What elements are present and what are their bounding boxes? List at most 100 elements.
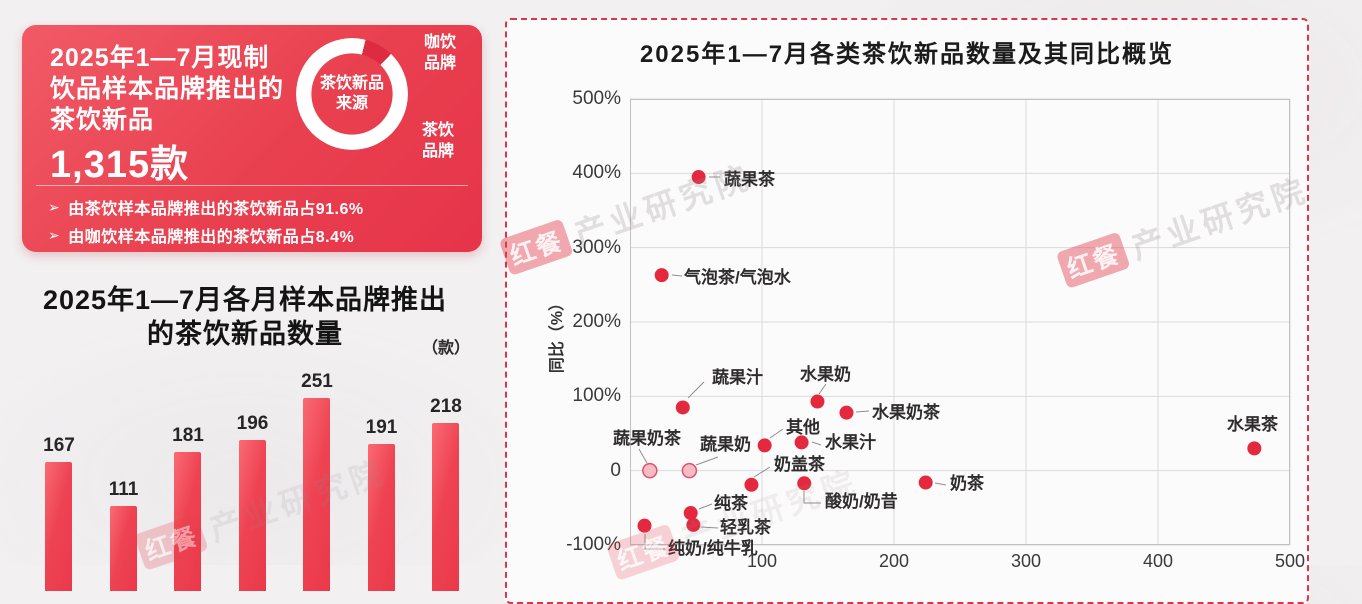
- scatter-point-label: 纯茶: [714, 493, 749, 513]
- leader-line: [818, 383, 827, 395]
- scatter-point-label: 奶盖茶: [774, 454, 826, 474]
- leader-line: [769, 428, 784, 439]
- divider: [36, 185, 468, 186]
- bar: [174, 451, 201, 591]
- donut-center-line: 来源: [335, 95, 368, 112]
- y-axis-title: 同比（%）: [549, 294, 566, 374]
- donut-chart: 茶饮新品 来源: [296, 38, 408, 150]
- leader-line: [687, 381, 705, 399]
- scatter-point: [637, 518, 652, 533]
- leader-line: [753, 466, 771, 478]
- scatter-point: [918, 475, 933, 490]
- scatter-plot-area: 蔬果茶气泡茶/气泡水 蔬果汁 水果奶水果奶茶其他 水果汁 蔬果奶茶 蔬果奶奶盖茶酸奶/奶昔…: [613, 98, 1291, 558]
- bar-value-label: 196: [236, 413, 269, 435]
- bar-value-label: 191: [365, 416, 398, 438]
- scatter-point: [642, 462, 658, 479]
- y-tick-label: 300%: [572, 236, 621, 258]
- leader-line: [638, 448, 648, 464]
- scatter-point-label: 其他: [786, 417, 820, 437]
- kpi-card-title: 2025年1—7月现制 饮品样本品牌推出的 茶饮新品: [50, 43, 284, 136]
- kpi-value: 1,315款: [50, 144, 190, 186]
- leader-line: [695, 456, 719, 466]
- scatter-point-label: 水果汁: [825, 432, 876, 452]
- leader-line: [855, 410, 870, 413]
- bar-value-label: 167: [43, 435, 75, 457]
- y-tick-label: 500%: [572, 88, 621, 109]
- scatter-point-label: 蔬果奶茶: [613, 428, 682, 448]
- kpi-title-line: 茶饮新品: [50, 106, 155, 134]
- bar-title-line: 的茶饮新品数量: [147, 319, 343, 349]
- bar: [432, 423, 459, 591]
- scatter-panel: 2025年1—7月各类茶饮新品数量及其同比概览 同比（%） 蔬果茶气泡茶/气泡水…: [505, 18, 1309, 604]
- bar-value-label: 218: [430, 396, 462, 418]
- scatter-point: [654, 268, 669, 283]
- x-tick-label: 200: [878, 551, 910, 571]
- bar: [45, 462, 72, 591]
- leader-line: [671, 274, 683, 277]
- y-tick-label: 200%: [572, 311, 621, 332]
- leader-line: [803, 491, 821, 504]
- bar-chart-unit-label: （款）: [422, 340, 471, 357]
- scatter-point: [744, 477, 759, 492]
- kpi-title-line: 2025年1—7月现制: [50, 44, 270, 72]
- leader-line: [934, 482, 947, 486]
- leader-line: [644, 534, 665, 550]
- bar-value-label: 251: [301, 370, 333, 392]
- x-tick-label: 400: [1142, 551, 1174, 571]
- donut-ring: [296, 38, 408, 150]
- scatter-title: 2025年1—7月各类茶饮新品数量及其同比概览: [639, 41, 1175, 68]
- scatter-point-label: 水果奶茶: [872, 402, 941, 422]
- scatter-point-label: 纯奶/纯牛乳: [668, 538, 758, 558]
- kpi-title-line: 饮品样本品牌推出的: [50, 75, 285, 103]
- bar-chart: 167 111 181 196 251 191 218: [30, 368, 476, 591]
- scatter-point-label: 酸奶/奶昔: [825, 491, 898, 511]
- scatter-point: [675, 400, 690, 415]
- scatter-point: [686, 517, 701, 532]
- scatter-point-label: 轻乳茶: [720, 517, 772, 537]
- leader-line: [698, 503, 713, 510]
- y-tick-label: 100%: [572, 385, 621, 407]
- plot-frame: [630, 99, 1290, 545]
- scatter-point-label: 气泡茶/气泡水: [683, 267, 792, 287]
- scatter-point-label: 水果茶: [1227, 414, 1279, 434]
- arrow-bullet-icon: ➢: [48, 226, 61, 243]
- scatter-point: [681, 462, 698, 479]
- kpi-card: 2025年1—7月现制 饮品样本品牌推出的 茶饮新品 1,315款 ➢ 由茶饮样…: [22, 25, 482, 252]
- scatter-point: [683, 506, 698, 521]
- leader-line: [700, 526, 719, 529]
- scatter-point: [1247, 441, 1262, 456]
- scatter-point: [839, 405, 854, 420]
- scatter-point: [794, 435, 809, 450]
- scatter-point: [691, 170, 706, 185]
- y-tick-label: -100%: [566, 534, 621, 555]
- kpi-bullet-text: 由咖饮样本品牌推出的茶饮新品占8.4%: [68, 229, 355, 246]
- scatter-point-label: 蔬果汁: [712, 367, 763, 387]
- bar: [303, 397, 330, 591]
- scatter-point: [757, 438, 772, 453]
- x-tick-label: 300: [1010, 551, 1042, 571]
- leader-line: [811, 441, 822, 446]
- scatter-point-label: 蔬果奶: [700, 434, 751, 454]
- x-tick-label: 500: [1274, 551, 1306, 571]
- y-tick-label: 400%: [572, 162, 621, 184]
- bar-value-label: 181: [172, 424, 204, 446]
- bar: [367, 443, 395, 591]
- donut-label-tea-brands: 茶饮品牌: [422, 122, 455, 160]
- arrow-bullet-icon: ➢: [48, 198, 61, 215]
- bar: [109, 505, 137, 591]
- scatter-point-label: 蔬果茶: [724, 169, 776, 189]
- donut-center-label: 茶饮新品 来源: [296, 38, 408, 150]
- scatter-point: [810, 394, 825, 409]
- kpi-bullet-coffee-share: ➢ 由咖饮样本品牌推出的茶饮新品占8.4%: [48, 223, 354, 247]
- bar-title-line: 2025年1—7月各月样本品牌推出: [42, 285, 448, 315]
- kpi-bullet-tea-share: ➢ 由茶饮样本品牌推出的茶饮新品占91.6%: [48, 195, 364, 219]
- x-tick-label: 100: [746, 551, 778, 571]
- donut-label-coffee-brands: 咖饮品牌: [424, 34, 457, 72]
- bar-value-label: 111: [108, 478, 139, 500]
- bar: [238, 440, 266, 591]
- scatter-point: [797, 476, 812, 491]
- scatter-point-label: 奶茶: [950, 473, 985, 493]
- scatter-point-label: 水果奶: [800, 364, 851, 384]
- donut-center-line: 茶饮新品: [319, 75, 384, 92]
